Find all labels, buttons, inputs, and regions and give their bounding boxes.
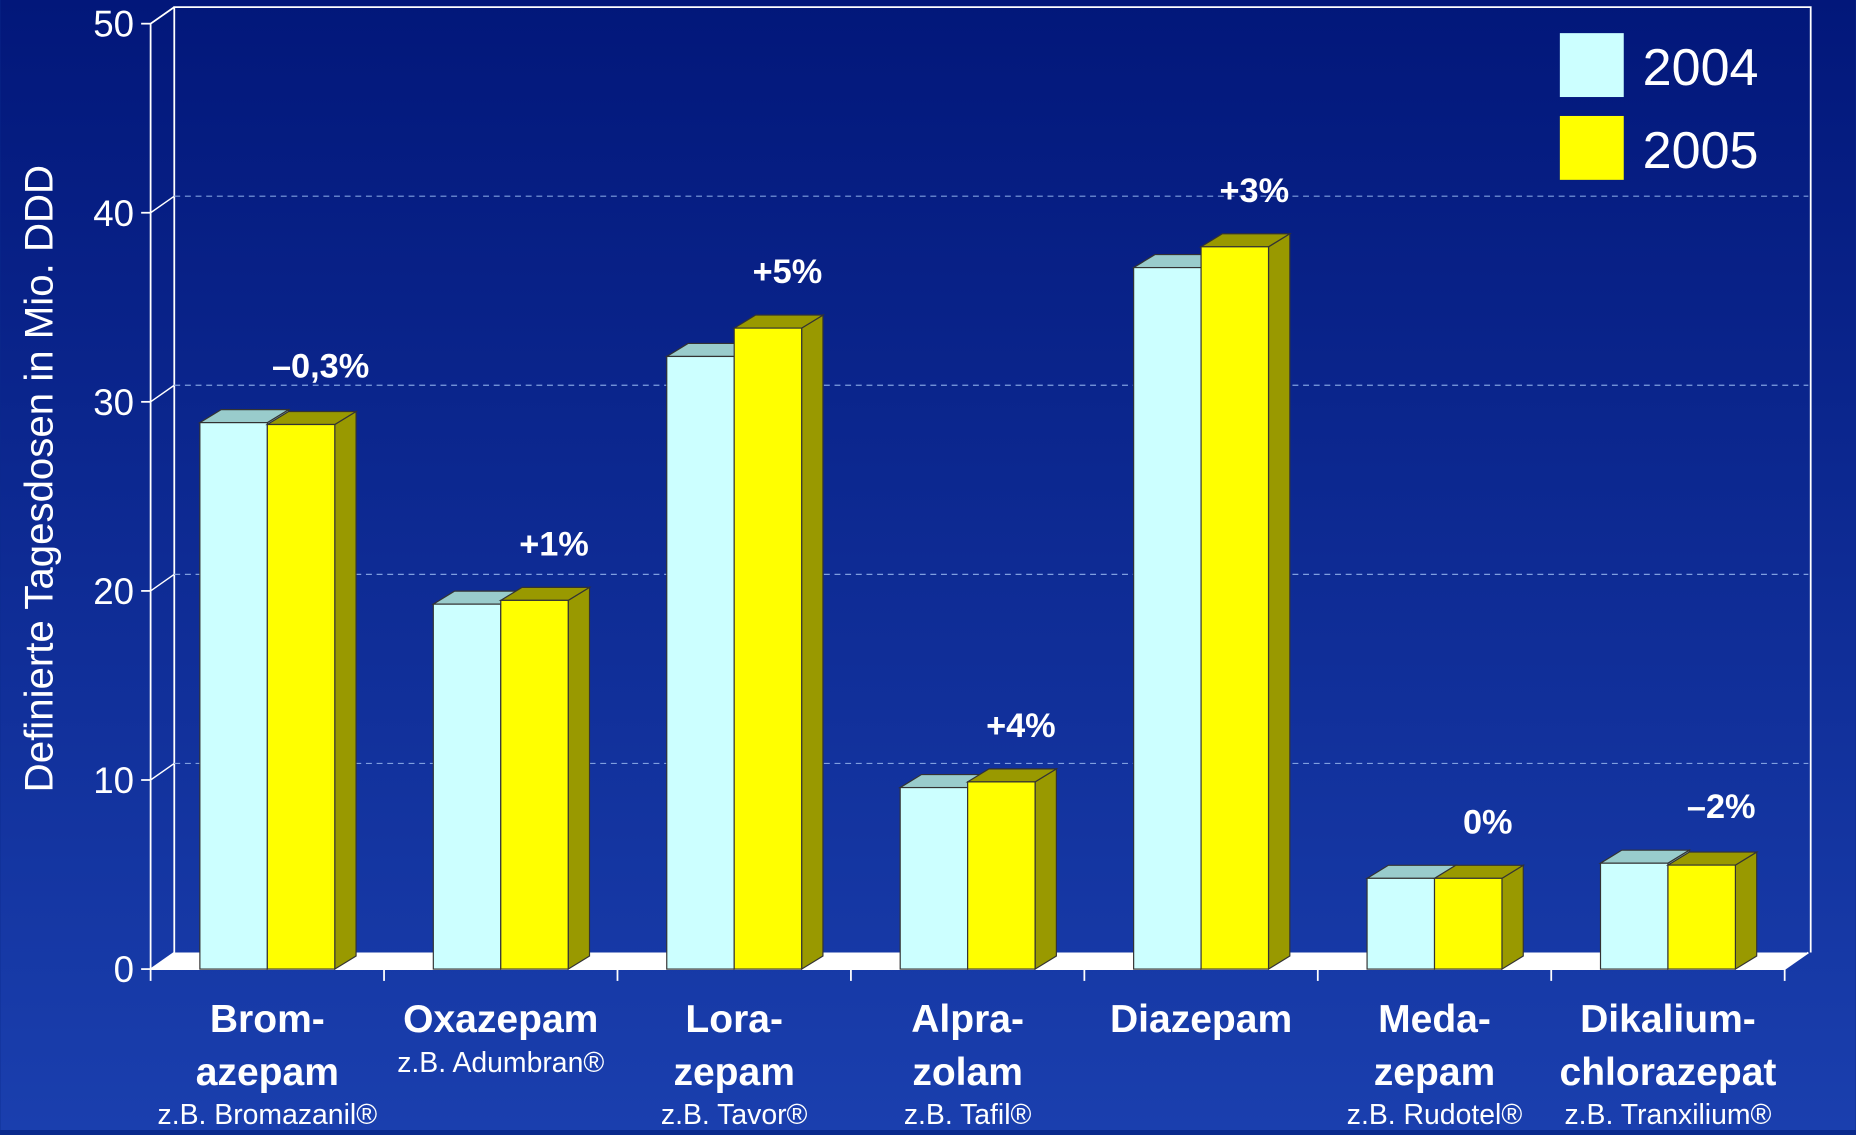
bar [266,423,336,970]
brand-label: z.B. Tafil® [904,1099,1032,1130]
x-tick-label: Dikalium- [1580,998,1756,1041]
y-tick-label: 10 [93,760,134,801]
x-tick-label: Diazepam [1110,998,1292,1041]
y-tick-label: 0 [114,949,134,990]
change-label: +5% [753,253,823,291]
brand-label: z.B. Adumbran® [397,1047,604,1079]
change-label: +4% [986,707,1056,745]
bar-side [1734,851,1758,971]
y-tick-depth [150,384,175,403]
x-tick-label: zepam [1374,1051,1495,1094]
brand-label: z.B. Bromazanil® [158,1099,378,1130]
bar [1599,862,1669,970]
bar-side [1501,864,1524,971]
bar [1366,877,1436,970]
bar [1667,864,1736,970]
bar-side [1034,767,1057,971]
x-tick-label: azepam [196,1051,339,1094]
y-tick-depth [150,573,175,592]
bar [967,781,1036,970]
y-tick-label: 50 [93,4,134,45]
y-tick-depth [150,6,175,25]
x-tick-label: chlorazepat [1559,1051,1776,1094]
bar [199,422,268,970]
x-tick-label: Oxazepam [403,998,598,1041]
x-tick-label: zepam [673,1051,794,1094]
y-tick-label: 30 [93,382,134,423]
x-tick-label: Meda- [1378,998,1491,1041]
brand-label: z.B. Tavor® [661,1099,808,1130]
bar [500,599,569,970]
y-axis-label: Definierte Tagesdosen in Mio. DDD [16,165,61,792]
x-axis-depth [1784,951,1809,970]
change-label: +1% [519,525,589,563]
bar [1200,246,1270,970]
legend-swatch [1559,115,1624,180]
back-wall [173,6,1812,953]
x-tick-label: Brom- [210,998,325,1041]
change-label: –0,3% [272,348,369,386]
x-tick-label: Lora- [685,998,783,1041]
y-tick-depth [150,951,175,970]
bar [1133,266,1202,970]
bar [1433,877,1503,970]
x-tick-label: zolam [912,1051,1023,1094]
bar-side [334,410,357,971]
bar [666,355,735,970]
bar [733,327,803,970]
y-tick-label: 20 [93,571,134,612]
brand-label: z.B. Tranxilium® [1564,1099,1771,1130]
y-tick-label: 40 [93,193,134,234]
bar-side [1267,232,1291,971]
bar-side [801,314,824,971]
change-label: 0% [1463,803,1513,841]
change-label: +3% [1220,172,1290,210]
y-tick-depth [150,762,175,781]
legend-label: 2005 [1643,122,1759,180]
y-tick-depth [150,195,175,214]
plot: 0 10 20 30 40 50 Definierte Tagesdosen in Mio.… [16,4,1812,1131]
bar-side [567,586,591,971]
x-tick-label: Alpra- [911,998,1024,1041]
bar [899,786,969,970]
brand-label: z.B. Rudotel® [1347,1099,1523,1130]
legend-swatch [1559,33,1624,98]
bar [432,603,502,970]
legend-label: 2004 [1643,39,1759,97]
change-label: –2% [1687,788,1756,826]
